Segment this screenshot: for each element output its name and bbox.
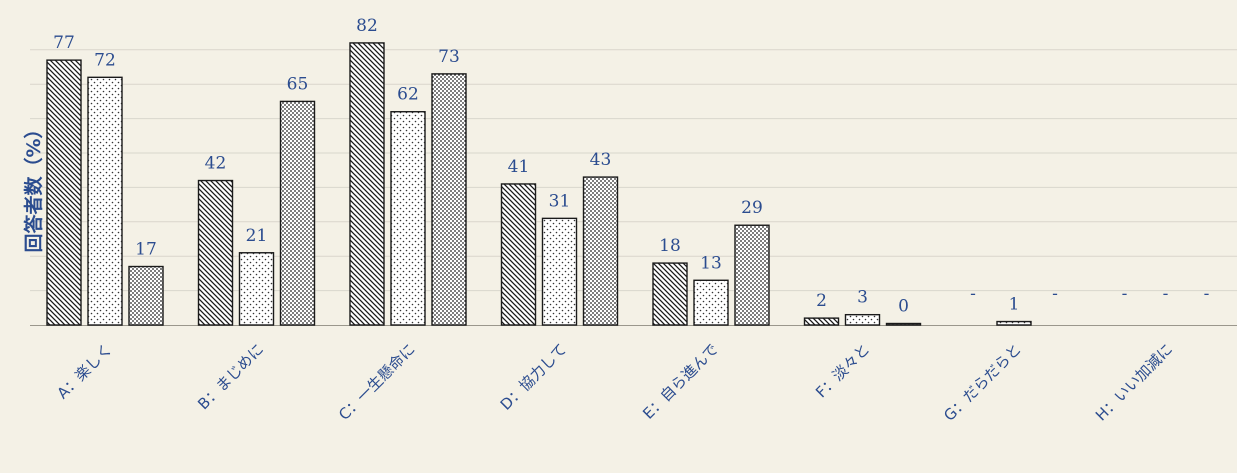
bar: [46, 59, 82, 326]
bar: [128, 265, 164, 326]
category-label: C：一生懸命に: [335, 340, 419, 424]
data-label: 77: [53, 33, 75, 53]
bar: [500, 183, 537, 326]
data-label: -: [1052, 284, 1058, 304]
data-label: 17: [135, 240, 157, 260]
bar: [844, 313, 881, 326]
bar: [87, 76, 123, 326]
bar: [279, 100, 316, 326]
data-label: 65: [287, 74, 309, 94]
bar: [582, 176, 619, 326]
bar: [349, 42, 385, 326]
data-label: -: [1122, 284, 1128, 304]
bar: [693, 279, 729, 326]
bar: [238, 252, 275, 326]
data-label: 43: [590, 150, 612, 170]
data-label: 73: [438, 47, 460, 67]
category-label: E：自ら進んで: [639, 340, 722, 423]
y-axis-label: 回答者数（%）: [22, 119, 45, 252]
data-label: 18: [659, 236, 681, 256]
data-label: 42: [205, 154, 227, 174]
bar: [390, 111, 426, 326]
data-label: -: [970, 284, 976, 304]
data-label: 13: [700, 253, 722, 273]
bar: [996, 320, 1032, 326]
bar: [652, 262, 688, 326]
category-label: F：淡々と: [812, 340, 873, 401]
data-label: 3: [857, 288, 868, 308]
data-label: 1: [1009, 295, 1020, 315]
bar: [885, 322, 922, 326]
data-label: 21: [246, 226, 268, 246]
bar: [734, 224, 770, 326]
data-label: -: [1163, 284, 1169, 304]
bar: [541, 217, 578, 326]
bar: [431, 73, 467, 326]
data-label: 62: [397, 85, 419, 105]
data-label: 31: [549, 191, 571, 211]
category-label: H：いい加減に: [1092, 340, 1176, 424]
data-label: -: [1204, 284, 1210, 304]
category-label: A：楽しく: [53, 340, 115, 402]
category-label: B：まじめに: [194, 340, 267, 413]
bar: [197, 179, 234, 326]
data-label: 41: [508, 157, 530, 177]
category-label: D：協力して: [497, 340, 571, 414]
data-label: 2: [816, 291, 827, 311]
category-label: G：だらだらと: [940, 340, 1025, 425]
data-label: 0: [898, 297, 909, 317]
data-label: 29: [741, 198, 763, 218]
bar: [803, 317, 840, 326]
data-label: 82: [356, 16, 378, 36]
data-label: 72: [94, 50, 116, 70]
